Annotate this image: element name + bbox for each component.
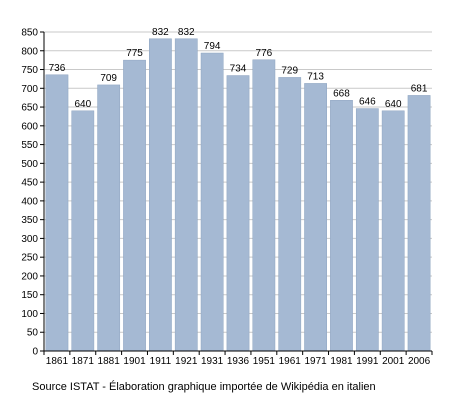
data-label-1881: 709 [100,73,117,84]
bar-2001 [381,110,405,352]
x-tick-label-1861: 1861 [46,356,69,367]
bar-1971 [304,83,327,352]
bar-1961 [278,77,302,352]
bar-1991 [355,108,379,352]
x-tick-label-1911: 1911 [150,356,172,367]
data-label-1931: 794 [204,41,221,52]
x-tick-label-2001: 2001 [382,356,405,367]
data-label-1861: 736 [49,63,66,74]
x-tick-label-1936: 1936 [227,356,250,367]
y-tick-label: 800 [21,46,38,57]
bar-1861 [45,74,69,352]
y-tick-label: 750 [21,65,38,76]
y-tick-label: 450 [21,178,38,189]
y-tick-label: 650 [21,103,38,114]
y-tick-label: 0 [32,347,38,358]
data-label-1951: 776 [256,48,273,59]
y-tick-label: 400 [21,196,38,207]
y-tick-label: 50 [27,328,39,339]
bar-1936 [226,75,250,352]
y-tick-label: 550 [21,140,38,151]
y-tick-label: 700 [21,84,38,95]
x-tick-label-1971: 1971 [304,356,327,367]
y-tick-label: 350 [21,215,38,226]
x-tick-label-1901: 1901 [123,356,146,367]
x-tick-label-1951: 1951 [253,356,276,367]
x-tick-label-1931: 1931 [201,356,224,367]
data-label-1871: 640 [74,99,91,110]
data-label-1971: 713 [307,71,324,82]
y-axis-ticks: 0 50 100 150 200 250 300 350 400 450 500 550 600 650 7… [21,28,44,358]
y-tick-label: 300 [21,234,38,245]
bar-2006 [407,95,431,352]
bar-1951 [252,59,276,352]
y-tick-label: 250 [21,253,38,264]
x-tick-label-1881: 1881 [98,356,121,367]
data-label-1901: 775 [126,48,143,59]
data-label-1961: 729 [281,65,298,76]
data-labels: 736 640 709 775 832 832 794 734 776 729 713 668 646 6… [49,27,428,110]
data-label-1921: 832 [178,27,195,38]
x-axis-ticks: 1861 1871 1881 1901 1911 1921 1931 1936 1951 1961… [43,351,433,367]
bar-1901 [123,59,146,352]
data-label-1991: 646 [359,97,376,108]
x-tick-label-1921: 1921 [175,356,198,367]
data-label-2006: 681 [411,83,428,94]
y-tick-label: 100 [21,309,38,320]
x-tick-label-1981: 1981 [330,356,353,367]
x-tick-label-1871: 1871 [72,356,95,367]
source-note: Source ISTAT - Élaboration graphique imp… [32,381,376,393]
data-label-1911: 832 [152,27,169,38]
y-tick-label: 500 [21,159,38,170]
bar-1911 [149,38,172,352]
bar-1881 [97,84,121,352]
data-label-1936: 734 [230,64,247,75]
x-tick-label-2006: 2006 [408,356,431,367]
y-tick-label: 850 [21,28,38,39]
bar-1981 [330,100,353,352]
y-tick-label: 200 [21,271,38,282]
bar-1871 [71,110,95,352]
x-tick-label-1991: 1991 [356,356,379,367]
x-tick-label-1961: 1961 [279,356,302,367]
y-tick-label: 600 [21,121,38,132]
bar-1921 [174,38,198,352]
data-label-2001: 640 [385,99,402,110]
bars [45,38,431,352]
data-label-1981: 668 [333,88,350,99]
bar-1931 [200,52,224,352]
y-tick-label: 150 [21,290,38,301]
